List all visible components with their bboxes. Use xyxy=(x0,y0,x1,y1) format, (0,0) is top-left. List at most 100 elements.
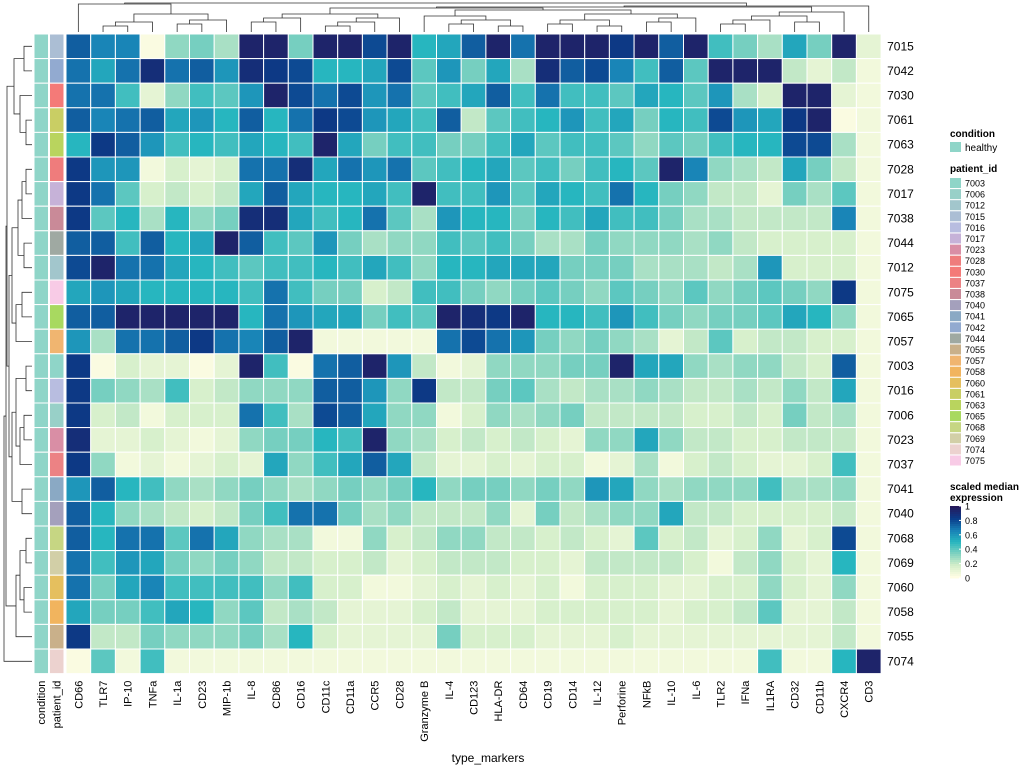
heatmap-cell xyxy=(436,328,462,355)
heatmap-cell xyxy=(386,107,413,133)
heatmap-cell xyxy=(485,402,512,429)
heatmap-cell xyxy=(584,279,610,306)
row-dendrogram-branch xyxy=(11,227,18,324)
heatmap-cell xyxy=(90,156,116,183)
heatmap-cell xyxy=(164,599,191,625)
heatmap-cell xyxy=(361,500,388,527)
column-label: CD32 xyxy=(790,681,802,709)
column-label: IL-10 xyxy=(666,681,678,706)
heatmap-cell xyxy=(460,58,487,84)
heatmap-cell xyxy=(90,33,116,60)
heatmap-cell xyxy=(633,254,660,281)
heatmap-cell xyxy=(238,107,265,133)
heatmap-cell xyxy=(90,230,116,256)
heatmap-cell xyxy=(213,648,240,675)
heatmap-cell xyxy=(139,525,166,552)
heatmap-cell xyxy=(781,574,808,601)
heatmap-cell xyxy=(855,402,882,429)
legend-patient-label: 7057 xyxy=(965,356,985,366)
legend-scale-segment xyxy=(950,554,961,557)
heatmap-cell xyxy=(781,550,808,576)
heatmap-cell xyxy=(855,279,882,306)
heatmap-cell xyxy=(65,156,92,183)
heatmap-cell xyxy=(287,131,314,158)
legend-patient-label: 7028 xyxy=(965,256,985,266)
heatmap-cell xyxy=(707,205,734,232)
heatmap-cell xyxy=(164,58,191,84)
heatmap-cell xyxy=(757,500,783,527)
heatmap-cell xyxy=(139,205,166,232)
legend-patient-swatch xyxy=(950,422,961,433)
column-dendrogram-branch xyxy=(124,2,747,6)
heatmap-cell xyxy=(559,328,586,355)
heatmap-cell xyxy=(436,230,462,256)
heatmap-cell xyxy=(633,279,660,306)
heatmap-cell xyxy=(164,550,191,576)
heatmap-cell xyxy=(114,82,141,109)
column-label: HLA-DR xyxy=(493,681,505,722)
heatmap-cell xyxy=(213,574,240,601)
heatmap-cell xyxy=(386,205,413,232)
legend-scale-segment xyxy=(950,544,961,547)
heatmap-cell xyxy=(114,353,141,379)
heatmap-cell xyxy=(831,156,857,183)
heatmap-cell xyxy=(189,181,215,207)
legend-scale-title-2: expression xyxy=(950,493,1003,504)
legend-scale-segment xyxy=(950,532,961,535)
legend-patient-swatch xyxy=(950,322,961,333)
heatmap-cell xyxy=(559,33,586,60)
heatmap-cell xyxy=(460,402,487,429)
heatmap-cell xyxy=(287,500,314,527)
heatmap-cell xyxy=(312,107,339,133)
heatmap-cell xyxy=(361,279,388,306)
column-dendrogram-branch xyxy=(658,17,697,32)
column-dendrogram-branch xyxy=(133,13,209,22)
heatmap-cell xyxy=(633,33,660,60)
heatmap-cell xyxy=(164,377,191,404)
annotation-patient-cell xyxy=(49,58,65,84)
heatmap-cell xyxy=(139,254,166,281)
heatmap-cell xyxy=(658,131,684,158)
row-dendrogram-branch xyxy=(23,45,32,72)
row-label: 7075 xyxy=(887,285,914,299)
heatmap-cell xyxy=(732,82,759,109)
heatmap-cell xyxy=(683,107,709,133)
heatmap-cell xyxy=(287,279,314,306)
heatmap-cell xyxy=(287,599,314,625)
heatmap-cell xyxy=(361,648,388,675)
heatmap-cell xyxy=(386,500,413,527)
heatmap-cell xyxy=(485,82,512,109)
heatmap-cell xyxy=(584,451,610,478)
row-label: 7069 xyxy=(887,556,914,570)
heatmap-cell xyxy=(312,254,339,281)
row-dendrogram-branch xyxy=(13,58,24,115)
heatmap-cell xyxy=(707,254,734,281)
heatmap-cell xyxy=(411,82,437,109)
row-labels: 7015 7042 7030 7061 7063 7028 7017 7038 7044 7012… xyxy=(887,39,914,668)
row-dendrogram-branch xyxy=(15,304,32,342)
heatmap-cell xyxy=(633,230,660,256)
heatmap-cell xyxy=(608,451,635,478)
heatmap-cell xyxy=(757,525,783,552)
heatmap-cell xyxy=(337,353,363,379)
heatmap-cell xyxy=(683,58,709,84)
heatmap-cell xyxy=(633,107,660,133)
heatmap-cell xyxy=(608,623,635,650)
heatmap-cell xyxy=(855,623,882,650)
heatmap-cell xyxy=(114,500,141,527)
heatmap-cell xyxy=(139,500,166,527)
heatmap-cell xyxy=(658,500,684,527)
heatmap-cell xyxy=(164,156,191,183)
legend-scale-segment xyxy=(950,564,961,567)
heatmap-cell xyxy=(164,131,191,158)
heatmap-cell xyxy=(806,279,833,306)
heatmap-cell xyxy=(806,82,833,109)
heatmap-cell xyxy=(386,304,413,330)
heatmap-cell xyxy=(584,574,610,601)
heatmap-cell xyxy=(806,500,833,527)
heatmap-cell xyxy=(658,550,684,576)
column-dendrogram-branch xyxy=(176,23,203,32)
heatmap-cell xyxy=(90,58,116,84)
heatmap-cell xyxy=(608,500,635,527)
heatmap-cell xyxy=(189,33,215,60)
